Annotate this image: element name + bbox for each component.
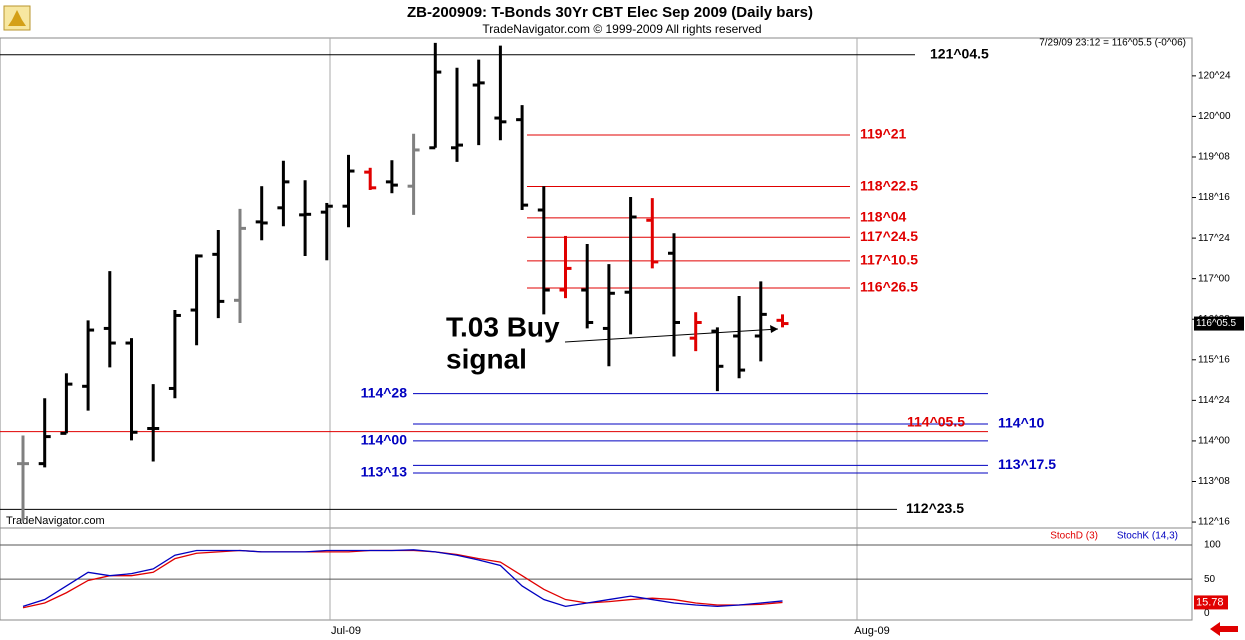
level-label: 119^21 xyxy=(860,126,907,142)
level-label: 121^04.5 xyxy=(930,45,989,61)
y-tick-label: 114^24 xyxy=(1198,395,1230,406)
annotation: signal xyxy=(446,343,527,374)
logo xyxy=(3,5,31,31)
y-tick-label: 100 xyxy=(1204,540,1221,551)
level-label: 112^23.5 xyxy=(906,500,964,516)
y-tick-label: 115^16 xyxy=(1198,354,1230,365)
y-tick-label: 113^08 xyxy=(1198,476,1230,487)
y-tick-label: 117^24 xyxy=(1198,233,1230,244)
y-tick-label: 50 xyxy=(1204,574,1216,585)
chart-title: ZB-200909: T-Bonds 30Yr CBT Elec Sep 200… xyxy=(407,4,813,21)
annotation-arrow xyxy=(564,328,779,343)
y-tick-label: 119^08 xyxy=(1198,152,1230,163)
level-label: 118^22.5 xyxy=(860,177,918,193)
level-label: 114^28 xyxy=(361,384,408,400)
level-label: 116^26.5 xyxy=(860,279,918,295)
y-tick-label: 0 xyxy=(1204,608,1210,619)
last-value-label: 15.78 xyxy=(1196,596,1224,608)
level-label: 114^00 xyxy=(361,432,408,448)
level-label: 114^10 xyxy=(998,415,1045,431)
level-label: 118^04 xyxy=(860,209,907,225)
y-tick-label: 117^00 xyxy=(1198,273,1230,284)
last-price-box xyxy=(1194,316,1244,331)
y-tick-label: 120^00 xyxy=(1198,111,1231,122)
level-label: 117^10.5 xyxy=(860,252,918,268)
x-label: Jul-09 xyxy=(331,625,361,637)
y-tick-label: 114^00 xyxy=(1198,436,1230,447)
legend-entry: StochD (3) xyxy=(1050,531,1098,542)
arrow-head xyxy=(770,325,778,333)
header-info: 7/29/09 23:12 = 116^05.5 (-0^06) xyxy=(1039,38,1186,49)
level-label: 117^24.5 xyxy=(860,228,918,244)
y-tick-label: 120^24 xyxy=(1198,70,1231,81)
y-tick-label: 118^16 xyxy=(1198,192,1230,203)
legend-entry: StochK (14,3) xyxy=(1117,531,1178,542)
level-label: 113^13 xyxy=(361,464,408,480)
last-value-box xyxy=(1194,595,1228,610)
level-label: 114^05.5 xyxy=(907,413,965,429)
stoch-line xyxy=(22,549,783,608)
y-tick-label: 112^16 xyxy=(1198,517,1230,528)
annotation: T.03 Buy xyxy=(446,311,560,342)
last-price-label: 116^05.5 xyxy=(1196,318,1237,329)
watermark: TradeNavigator.com xyxy=(6,515,105,527)
level-label: 113^17.5 xyxy=(998,456,1056,472)
stoch-panel xyxy=(0,527,1193,621)
scroll-arrow[interactable] xyxy=(1210,622,1238,636)
x-label: Aug-09 xyxy=(854,625,889,637)
subtitle: TradeNavigator.com © 1999-2009 All right… xyxy=(482,22,761,36)
